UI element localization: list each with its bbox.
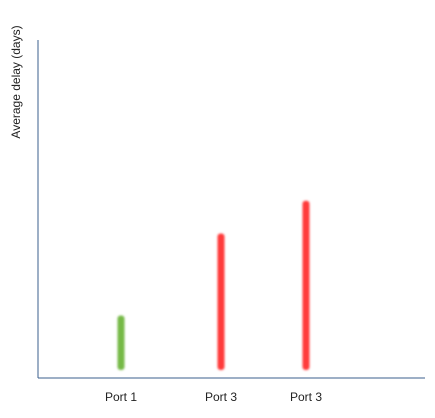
bar-2 [217,233,225,370]
x-tick-label-3: Port 3 [290,390,322,404]
bars-group [117,200,310,370]
x-tick-label-2: Port 3 [205,390,237,404]
bar-3 [302,200,310,370]
bar-1 [117,315,125,370]
y-axis-label: Average delay (days) [9,25,23,138]
x-tick-labels-group: Port 1 Port 3 Port 3 [105,390,322,404]
x-tick-label-1: Port 1 [105,390,137,404]
